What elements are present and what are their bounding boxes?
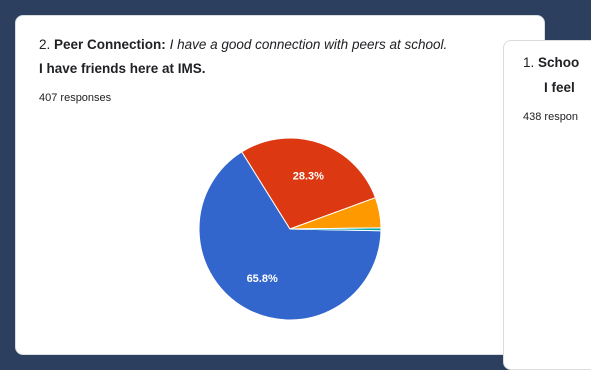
question-subtitle: I have friends here at IMS. (39, 61, 206, 76)
question-title-bold: Schoo (538, 55, 580, 70)
question-title-bold: Peer Connection: (54, 37, 166, 52)
pie-slice-label: 65.8% (247, 273, 278, 285)
pie-slice (198, 151, 382, 321)
pie-slice (289, 227, 382, 232)
question-number: 1. (523, 55, 535, 70)
question-title: 1. Schoo (523, 54, 579, 71)
question-number: 2. (39, 37, 51, 52)
question-subtitle: I feel (544, 80, 575, 95)
pie-chart: 65.8% 28.3% (198, 137, 382, 321)
question-card-school: 1. Schoo I feel 438 respon (503, 40, 591, 370)
question-title: 2. Peer Connection: I have a good connec… (39, 36, 447, 53)
response-count: 438 respon (523, 111, 579, 123)
response-count: 407 responses (39, 92, 112, 104)
pie-slice-label: 28.3% (293, 171, 324, 183)
pie-slice (241, 137, 377, 230)
question-card-peer-connection: 2. Peer Connection: I have a good connec… (15, 15, 545, 355)
question-title-italic: I have a good connection with peers at s… (169, 37, 448, 52)
